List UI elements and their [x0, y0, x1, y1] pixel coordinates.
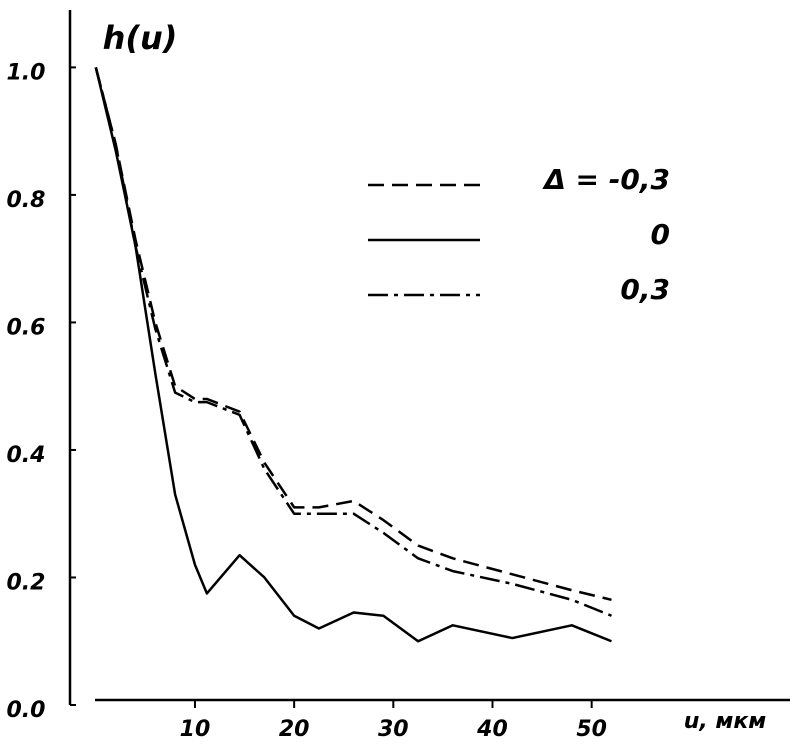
- y-tick-label: 0.6: [7, 315, 46, 340]
- y-tick-label: 0.8: [7, 188, 46, 213]
- y-tick-label: 0.4: [7, 443, 46, 468]
- x-axis-label: u, мкм: [684, 709, 767, 734]
- series-line: [94, 67, 612, 617]
- x-tick-label: 10: [180, 717, 211, 742]
- legend-label: Δ = -0,3: [542, 163, 670, 196]
- x-tick-label: 20: [279, 717, 310, 742]
- legend-label: 0: [651, 218, 670, 251]
- x-tick-label: 50: [576, 717, 607, 742]
- x-tick-label: 40: [476, 717, 508, 742]
- y-tick-label: 0.2: [7, 570, 46, 595]
- y-tick-label: 0.0: [7, 698, 46, 723]
- series-line: [94, 67, 612, 602]
- chart-title: h(u): [103, 19, 178, 57]
- legend-label: 0,3: [620, 273, 670, 306]
- series-line: [94, 67, 612, 643]
- y-tick-label: 1.0: [7, 60, 46, 85]
- x-tick-label: 30: [378, 717, 409, 742]
